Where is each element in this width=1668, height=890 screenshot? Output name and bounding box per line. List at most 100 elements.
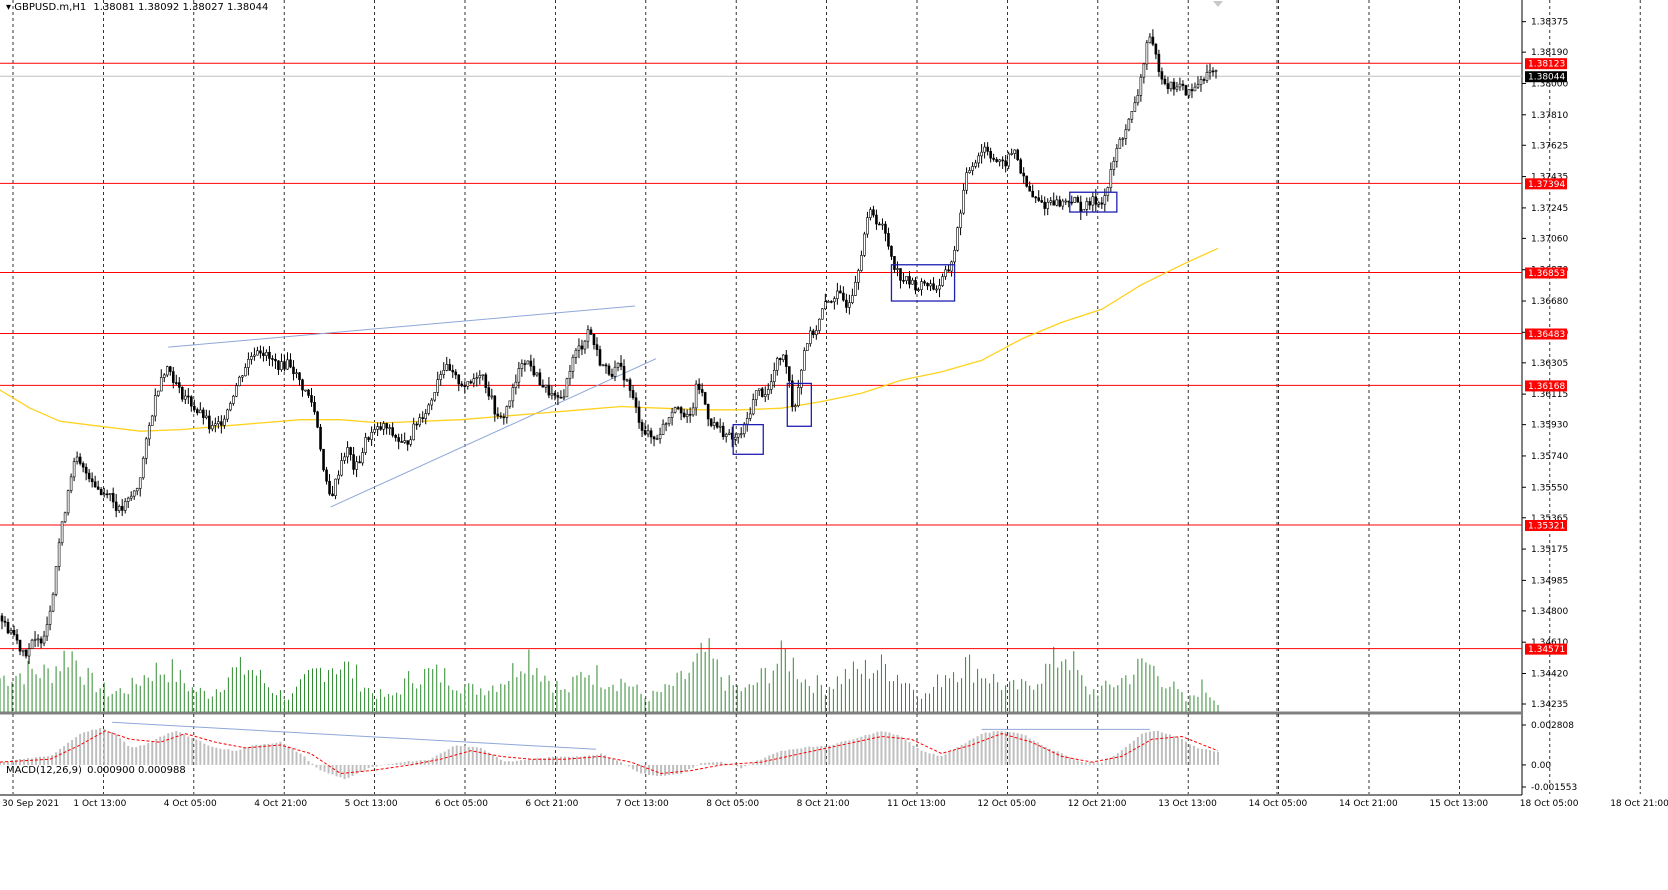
candle-body bbox=[30, 639, 34, 649]
price-tick-label: 1.37435 bbox=[1531, 173, 1568, 183]
time-tick-label: 11 Oct 13:00 bbox=[887, 799, 946, 809]
candle-body bbox=[271, 358, 274, 360]
candle-body bbox=[854, 282, 857, 296]
candle-body bbox=[1193, 86, 1197, 92]
candle-body bbox=[742, 423, 746, 435]
candle-body bbox=[619, 362, 623, 367]
candle-body bbox=[1130, 111, 1134, 120]
candle-body bbox=[541, 384, 545, 388]
candle-body bbox=[193, 405, 196, 410]
candle-body bbox=[962, 189, 965, 214]
candle-body bbox=[466, 381, 470, 387]
candle-body bbox=[926, 282, 929, 287]
candle-body bbox=[313, 401, 316, 413]
candle-body bbox=[968, 170, 971, 173]
candle-body bbox=[839, 290, 842, 294]
candle-body bbox=[409, 439, 412, 445]
candle-body bbox=[1145, 42, 1149, 65]
candle-body bbox=[1007, 153, 1010, 167]
candle-body bbox=[373, 429, 376, 433]
level-label: 1.36168 bbox=[1528, 382, 1565, 392]
price-tick-label: 1.37060 bbox=[1531, 234, 1568, 244]
dropdown-triangle-icon[interactable]: ▾ bbox=[6, 2, 12, 13]
candle-body bbox=[1163, 78, 1167, 84]
candle-body bbox=[1199, 79, 1203, 85]
candle-body bbox=[736, 433, 740, 438]
candle-body bbox=[1112, 161, 1116, 170]
candle-body bbox=[1211, 70, 1215, 73]
macd-title: MACD(12,26,9) bbox=[6, 765, 82, 776]
candle-body bbox=[96, 486, 100, 490]
candle-body bbox=[1025, 175, 1028, 187]
candle-body bbox=[57, 542, 61, 567]
candle-body bbox=[355, 461, 358, 470]
candle-body bbox=[950, 261, 953, 272]
candle-body bbox=[229, 403, 232, 411]
candle-body bbox=[274, 358, 277, 362]
candle-body bbox=[640, 422, 644, 431]
candle-body bbox=[1142, 63, 1146, 78]
candle-body bbox=[358, 461, 361, 464]
candle-body bbox=[706, 403, 710, 420]
candle-body bbox=[499, 415, 503, 418]
candle-body bbox=[1052, 200, 1056, 206]
candle-body bbox=[992, 157, 995, 160]
time-tick-label: 12 Oct 21:00 bbox=[1068, 799, 1127, 809]
time-tick-label: 8 Oct 21:00 bbox=[797, 799, 850, 809]
candle-body bbox=[794, 405, 797, 408]
candle-body bbox=[208, 415, 211, 430]
candle-body bbox=[1118, 139, 1122, 149]
candle-body bbox=[184, 395, 187, 400]
candle-body bbox=[655, 438, 659, 441]
candle-body bbox=[652, 436, 656, 440]
candle-body bbox=[277, 360, 280, 370]
candle-body bbox=[117, 506, 121, 511]
current-price-label: 1.38044 bbox=[1528, 73, 1565, 83]
candle-body bbox=[205, 415, 208, 418]
candle-body bbox=[589, 329, 593, 335]
candle-body bbox=[866, 217, 869, 235]
candle-body bbox=[460, 383, 464, 386]
level-label-bg bbox=[1525, 380, 1567, 392]
candle-body bbox=[908, 276, 911, 285]
candle-body bbox=[631, 390, 635, 399]
candle-body bbox=[821, 308, 824, 320]
candle-body bbox=[481, 374, 485, 377]
candle-body bbox=[328, 480, 331, 495]
candle-body bbox=[180, 387, 184, 400]
candle-body bbox=[824, 301, 827, 310]
candle-body bbox=[174, 382, 178, 384]
consolidation-box bbox=[786, 382, 812, 427]
candle-body bbox=[815, 330, 818, 335]
candle-body bbox=[637, 406, 641, 423]
candle-body bbox=[1157, 53, 1161, 72]
candle-body bbox=[108, 493, 112, 495]
price-tick-label: 1.34610 bbox=[1531, 638, 1568, 648]
candle-body bbox=[280, 361, 283, 370]
candle-body bbox=[920, 281, 923, 290]
candle-body bbox=[535, 372, 539, 376]
price-tick-label: 1.35550 bbox=[1531, 483, 1568, 493]
candle-body bbox=[935, 288, 938, 291]
candle-body bbox=[1208, 70, 1212, 73]
current-price-bg bbox=[1525, 71, 1567, 83]
candle-body bbox=[598, 349, 602, 366]
candle-body bbox=[809, 330, 812, 344]
candle-body bbox=[953, 249, 956, 263]
candle-body bbox=[346, 447, 349, 458]
price-tick-label: 1.38190 bbox=[1531, 48, 1568, 58]
candle-body bbox=[1115, 148, 1119, 162]
candle-body bbox=[397, 437, 400, 442]
candle-body bbox=[616, 362, 620, 368]
candle-body bbox=[869, 209, 872, 218]
moving-average-line bbox=[0, 247, 1219, 432]
candle-body bbox=[105, 493, 109, 496]
candle-body bbox=[361, 452, 364, 464]
candle-body bbox=[884, 223, 887, 234]
candle-body bbox=[803, 350, 806, 371]
candle-body bbox=[66, 490, 70, 514]
chart-header: ▾ GBPUSD.m,H1 1.38081 1.38092 1.38027 1.… bbox=[6, 2, 268, 13]
candle-body bbox=[21, 649, 25, 652]
candle-body bbox=[610, 373, 614, 377]
